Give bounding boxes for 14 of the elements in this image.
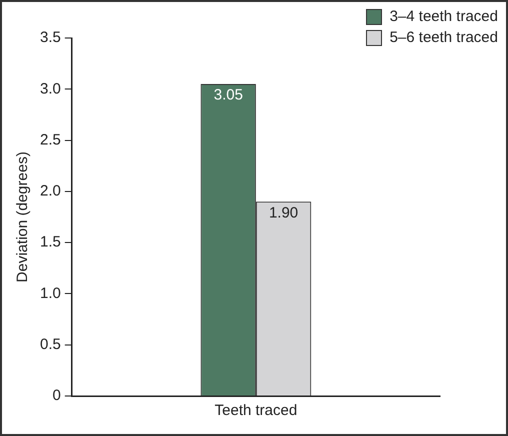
legend-label: 5–6 teeth traced [390,29,498,46]
y-tick-label: 3.5 [40,29,61,46]
y-tick-label: 1.5 [40,234,61,251]
y-tick-label: 0.5 [40,336,61,353]
y-tick-label: 0 [52,387,61,404]
legend-label: 3–4 teeth traced [390,8,498,25]
y-tick-label: 2.0 [40,182,61,200]
y-axis-title: Deviation (degrees) [14,152,32,282]
y-tick-label: 1.0 [40,284,61,302]
x-tick-label: Teeth traced [214,402,298,420]
data-label: 3.05 [214,86,243,104]
y-tick-label: 3.0 [40,80,61,98]
data-label: 1.90 [268,204,298,222]
y-tick-label: 2.5 [40,131,61,148]
